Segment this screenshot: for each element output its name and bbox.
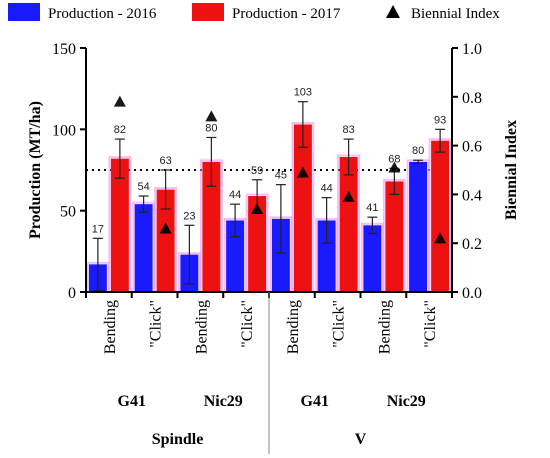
bar-2016 xyxy=(226,220,245,292)
bar-value-label: 103 xyxy=(294,87,312,99)
biennial-index-marker xyxy=(434,232,447,244)
bar-value-label: 80 xyxy=(412,145,424,157)
cultivar-label: G41 xyxy=(301,393,329,410)
bar-value-label: 59 xyxy=(251,165,263,177)
bar-2017 xyxy=(202,161,221,292)
legend-swatch xyxy=(192,3,224,21)
bar-value-label: 41 xyxy=(366,202,378,214)
bar-2016 xyxy=(317,220,336,292)
x-category-label: "Click" xyxy=(239,300,256,348)
bar-2017 xyxy=(431,140,450,292)
legend-swatch xyxy=(8,3,40,21)
y-tick-label: 50 xyxy=(60,204,76,221)
bar-value-label: 82 xyxy=(114,124,126,136)
x-category-labels: Bending "Click" Bending "Click" Bending "Clic… xyxy=(102,292,439,454)
biennial-index-marker xyxy=(205,110,218,122)
legend-label: Biennial Index xyxy=(411,6,500,22)
bar-value-label: 44 xyxy=(229,189,241,201)
plot-area: 17 54 23 44 45 44 41 80 82 63 80 59 103 83 68 93 xyxy=(86,87,452,294)
y2-axis-title: Biennial Index xyxy=(503,120,520,220)
y-axis-title: Production (MT/ha) xyxy=(27,101,44,239)
x-category-label: Bending xyxy=(376,300,393,354)
biennial-index-marker xyxy=(251,203,264,215)
bar-value-label: 17 xyxy=(92,223,104,235)
y2-tick-label: 0.4 xyxy=(462,187,482,204)
bar-value-label: 54 xyxy=(138,181,150,193)
bar-2017 xyxy=(248,196,267,292)
y-tick-label: 0 xyxy=(68,285,76,302)
y-tick-label: 150 xyxy=(52,41,76,58)
biennial-index-marker xyxy=(296,166,309,178)
bar-value-label: 68 xyxy=(388,153,400,165)
system-label: Spindle xyxy=(152,431,204,448)
legend-triangle-marker xyxy=(386,5,400,18)
bar-value-label: 80 xyxy=(205,122,217,134)
bar-value-label: 23 xyxy=(183,210,195,222)
bar-2016 xyxy=(409,161,428,292)
y2-tick-label: 1.0 xyxy=(462,41,482,58)
biennial-index-marker xyxy=(159,222,172,234)
cultivar-label: G41 xyxy=(118,393,146,410)
system-label: V xyxy=(355,431,367,448)
legend: Production - 2016 Production - 2017 Bienni… xyxy=(8,3,500,22)
bar-2017 xyxy=(156,189,175,292)
x-category-label: "Click" xyxy=(422,300,439,348)
cultivar-label: Nic29 xyxy=(387,393,426,410)
y2-tick-label: 0.0 xyxy=(462,285,482,302)
bar-value-label: 45 xyxy=(275,170,287,182)
bar-2016 xyxy=(134,204,153,292)
y2-tick-label: 0.6 xyxy=(462,139,482,156)
x-category-label: Bending xyxy=(193,300,210,354)
bar-2017 xyxy=(385,181,404,292)
biennial-index-marker xyxy=(388,161,401,173)
x-category-label: Bending xyxy=(285,300,302,354)
bar-2016 xyxy=(363,225,382,292)
bar-2017 xyxy=(339,156,358,292)
y2-tick-label: 0.2 xyxy=(462,236,482,253)
x-category-label: Bending xyxy=(102,300,119,354)
bar-2016 xyxy=(271,218,290,292)
bar-2017 xyxy=(110,158,129,292)
bar-value-label: 63 xyxy=(160,155,172,167)
bar-2017 xyxy=(293,124,312,292)
biennial-index-marker xyxy=(342,190,355,202)
y2-tick-label: 0.8 xyxy=(462,90,482,107)
cultivar-label: Nic29 xyxy=(204,393,243,410)
x-category-label: "Click" xyxy=(331,300,348,348)
bar-value-label: 93 xyxy=(434,114,446,126)
legend-label: Production - 2017 xyxy=(232,6,341,22)
bar-value-label: 44 xyxy=(321,183,333,195)
biennial-index-marker xyxy=(113,95,126,107)
legend-label: Production - 2016 xyxy=(48,6,157,22)
y-tick-label: 100 xyxy=(52,122,76,139)
x-category-label: "Click" xyxy=(148,300,165,348)
bar-value-label: 83 xyxy=(343,124,355,136)
